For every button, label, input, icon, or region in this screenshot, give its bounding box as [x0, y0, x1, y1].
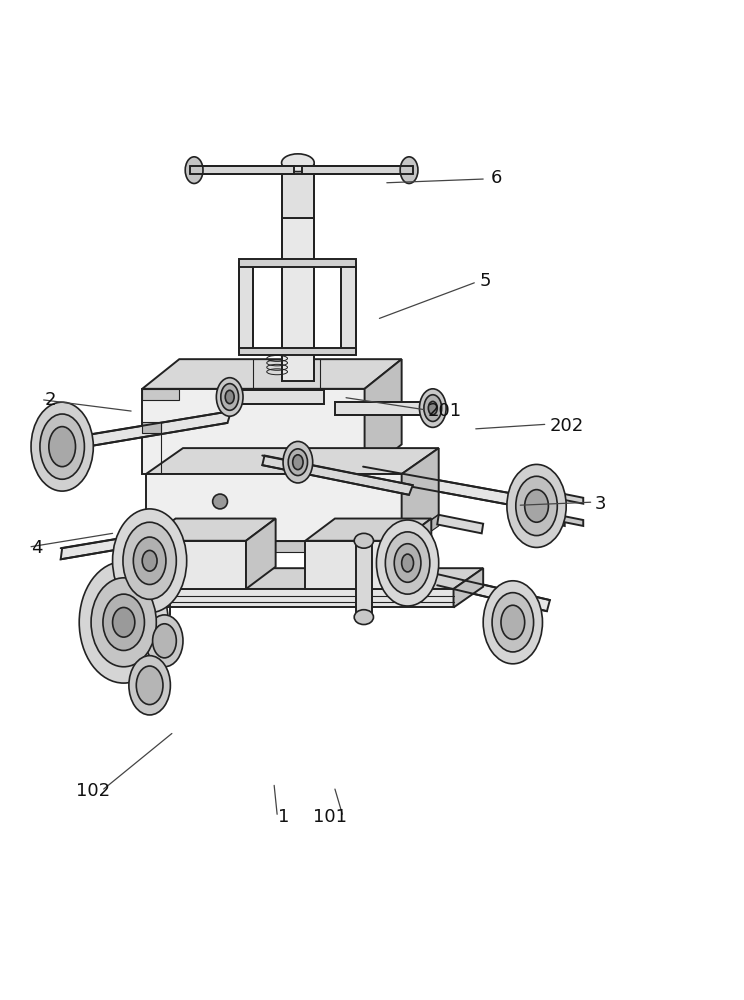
Polygon shape	[239, 259, 356, 267]
Ellipse shape	[394, 544, 421, 582]
Text: 2: 2	[45, 391, 56, 409]
Polygon shape	[142, 422, 161, 433]
Ellipse shape	[213, 494, 228, 509]
Polygon shape	[263, 456, 413, 495]
Ellipse shape	[129, 656, 170, 715]
Polygon shape	[239, 348, 356, 355]
Polygon shape	[305, 519, 432, 541]
Text: 3: 3	[594, 495, 606, 513]
Polygon shape	[305, 541, 402, 589]
Ellipse shape	[385, 532, 430, 594]
Polygon shape	[437, 515, 483, 533]
Ellipse shape	[354, 610, 373, 625]
Ellipse shape	[400, 157, 418, 183]
Text: 1: 1	[278, 808, 289, 826]
Polygon shape	[281, 218, 314, 381]
Polygon shape	[146, 519, 275, 541]
Ellipse shape	[123, 522, 176, 599]
Ellipse shape	[153, 624, 176, 658]
Polygon shape	[190, 166, 294, 174]
Polygon shape	[437, 574, 550, 611]
Ellipse shape	[225, 390, 234, 404]
Polygon shape	[146, 541, 246, 589]
Ellipse shape	[402, 554, 414, 572]
Polygon shape	[146, 474, 402, 541]
Polygon shape	[402, 519, 432, 589]
Ellipse shape	[103, 594, 144, 650]
Ellipse shape	[376, 520, 439, 606]
Ellipse shape	[354, 533, 373, 548]
Ellipse shape	[146, 615, 183, 667]
Ellipse shape	[525, 490, 548, 522]
Ellipse shape	[288, 449, 307, 476]
Text: 202: 202	[550, 417, 584, 435]
Polygon shape	[356, 541, 372, 619]
Ellipse shape	[283, 441, 312, 483]
Polygon shape	[157, 568, 483, 589]
Ellipse shape	[136, 666, 163, 705]
Polygon shape	[224, 390, 324, 404]
Polygon shape	[365, 359, 402, 474]
Ellipse shape	[221, 384, 239, 410]
Polygon shape	[402, 515, 439, 552]
Polygon shape	[52, 411, 231, 453]
Ellipse shape	[112, 509, 187, 613]
Ellipse shape	[483, 581, 542, 664]
Polygon shape	[335, 402, 439, 415]
Polygon shape	[454, 568, 483, 607]
Ellipse shape	[420, 389, 446, 427]
Text: 6: 6	[490, 169, 502, 187]
Text: 4: 4	[31, 539, 42, 557]
Ellipse shape	[49, 427, 75, 467]
Ellipse shape	[501, 605, 525, 639]
Ellipse shape	[142, 550, 157, 571]
Polygon shape	[239, 263, 254, 352]
Text: 101: 101	[312, 808, 347, 826]
Text: 102: 102	[75, 782, 109, 800]
Polygon shape	[363, 467, 527, 507]
Polygon shape	[301, 166, 413, 174]
Ellipse shape	[40, 414, 84, 479]
Polygon shape	[341, 263, 356, 352]
Ellipse shape	[281, 154, 314, 172]
Ellipse shape	[507, 464, 566, 547]
Polygon shape	[281, 163, 314, 218]
Polygon shape	[557, 515, 583, 526]
Polygon shape	[246, 519, 275, 589]
Ellipse shape	[133, 537, 166, 584]
Ellipse shape	[112, 607, 135, 637]
Polygon shape	[520, 493, 565, 526]
Ellipse shape	[31, 402, 93, 491]
Polygon shape	[61, 530, 172, 559]
Ellipse shape	[91, 578, 156, 667]
Polygon shape	[157, 589, 454, 607]
Ellipse shape	[185, 157, 203, 183]
Polygon shape	[142, 359, 402, 389]
Ellipse shape	[292, 455, 303, 470]
Ellipse shape	[429, 401, 437, 415]
Polygon shape	[146, 541, 402, 552]
Ellipse shape	[79, 562, 168, 683]
Text: 5: 5	[479, 272, 491, 290]
Ellipse shape	[217, 378, 243, 416]
Polygon shape	[146, 448, 439, 474]
Polygon shape	[557, 493, 583, 504]
Polygon shape	[142, 389, 179, 400]
Polygon shape	[402, 448, 439, 541]
Ellipse shape	[516, 476, 557, 536]
Ellipse shape	[492, 593, 533, 652]
Text: 201: 201	[428, 402, 462, 420]
Polygon shape	[142, 389, 365, 474]
Ellipse shape	[424, 395, 442, 421]
